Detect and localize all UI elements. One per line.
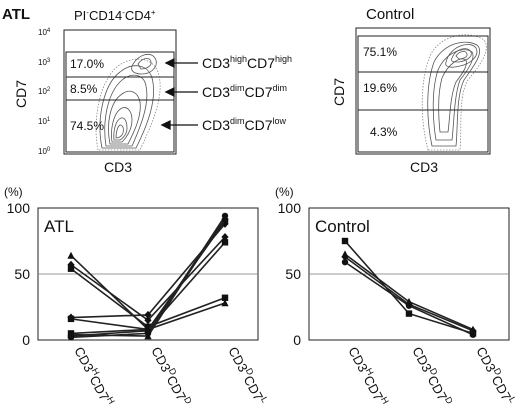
data-point-circle	[469, 331, 477, 338]
atl-flow-density-contours	[95, 53, 161, 151]
x-tick-label: CD3DCD7D	[409, 343, 455, 409]
data-point-diamond	[341, 252, 349, 261]
atl-gate-percent: 8.5%	[70, 82, 98, 96]
atl-flow-y-tick: 103	[38, 58, 51, 67]
control-flow-gates	[357, 35, 489, 153]
data-point-triangle	[67, 251, 75, 259]
data-point-diamond	[221, 215, 229, 224]
y-tick-label: 50	[14, 266, 30, 282]
control-flow-plot-frame	[355, 27, 491, 155]
y-axis-label: (%)	[4, 185, 23, 199]
control-flow-density-contours	[421, 34, 487, 151]
atl-gate-low	[65, 99, 175, 153]
control-flow-y-axis-label: CD7	[331, 78, 347, 106]
series-line	[70, 223, 226, 319]
data-point-square	[341, 237, 349, 245]
atl-flow-gate-percentages: 17.0% 8.5% 74.5%	[70, 57, 104, 133]
data-point-diamond	[221, 233, 229, 242]
control-gate-percent: 75.1%	[363, 45, 397, 59]
y-tick-label: 100	[278, 200, 302, 216]
atl-line-chart: 0 50 100(%) ATL CD3HCD7H CD3DCD7D CD3DCD7L	[4, 185, 270, 409]
data-point-square	[67, 315, 75, 323]
data-point-square	[221, 294, 229, 301]
y-tick-label: 50	[285, 266, 301, 282]
chart-title: ATL	[44, 217, 74, 236]
control-flow-x-axis-label: CD3	[410, 159, 438, 175]
data-point-square	[221, 239, 229, 246]
x-tick-label: CD3DCD7L	[225, 343, 270, 407]
control-gate-percent: 19.6%	[363, 81, 397, 95]
atl-flow-y-axis-label: CD7	[13, 80, 29, 108]
data-point-circle	[405, 302, 413, 309]
data-point-square	[67, 265, 75, 272]
atl-flow-title: ATL	[2, 6, 30, 23]
atl-flow-y-tick: 100	[38, 147, 51, 156]
atl-flow-y-tick: 102	[38, 87, 51, 96]
arrowhead-icon	[160, 119, 171, 131]
population-label: CD3dimCD7low	[202, 116, 287, 133]
x-tick-label: CD3HCD7H	[71, 343, 117, 408]
control-gate-low	[357, 109, 489, 153]
data-point-diamond	[144, 326, 152, 335]
control-flow-gate-percentages: 75.1% 19.6% 4.3%	[363, 45, 398, 139]
atl-gate-percent: 17.0%	[70, 57, 104, 71]
data-point-triangle	[221, 299, 229, 307]
control-line-chart: 0 50 100(%) Control CD3HCD7H CD3DCD7D CD3DCD7L	[275, 185, 518, 409]
y-tick-label: 0	[293, 332, 301, 348]
atl-flow-y-tick: 101	[38, 117, 51, 126]
atl-flow-panel: ATL PI-CD14-CD4+ 104 103 102 101 100 CD7…	[2, 6, 292, 175]
control-gate-percent: 4.3%	[370, 125, 398, 139]
atl-flow-x-axis-label: CD3	[104, 159, 132, 175]
data-point-diamond	[67, 260, 75, 269]
series-line	[344, 240, 474, 335]
data-point-diamond	[144, 310, 152, 319]
series-line	[344, 253, 474, 331]
x-tick-label: CD3DCD7L	[473, 343, 518, 407]
x-tick-label: CD3HCD7H	[345, 343, 391, 408]
atl-flow-population-arrows	[160, 57, 198, 131]
population-label: CD3highCD7high	[202, 54, 292, 71]
atl-flow-population-labels: CD3highCD7high CD3dimCD7dim CD3dimCD7low	[202, 54, 292, 133]
control-flow-title: Control	[366, 6, 414, 23]
population-label: CD3dimCD7dim	[202, 83, 287, 100]
x-tick-label: CD3DCD7D	[148, 343, 194, 409]
y-tick-label: 0	[22, 332, 30, 348]
control-flow-panel: Control 75.1% 19.6% 4.3% CD7 CD3	[331, 6, 491, 175]
y-tick-label: 100	[7, 200, 31, 216]
data-point-circle	[341, 258, 349, 266]
atl-flow-y-tick-labels: 104 103 102 101 100	[38, 28, 51, 156]
control-gate-high	[357, 35, 489, 73]
data-point-diamond	[67, 332, 75, 341]
atl-gate-percent: 74.5%	[70, 119, 104, 133]
data-point-diamond	[144, 316, 152, 325]
atl-flow-y-tick: 104	[38, 28, 51, 37]
y-axis-label: (%)	[275, 185, 294, 199]
chart-title: Control	[315, 217, 370, 236]
arrowhead-icon	[164, 57, 175, 69]
atl-flow-subtitle: PI-CD14-CD4+	[74, 8, 156, 23]
arrowhead-icon	[164, 86, 175, 98]
data-point-square	[405, 310, 413, 317]
